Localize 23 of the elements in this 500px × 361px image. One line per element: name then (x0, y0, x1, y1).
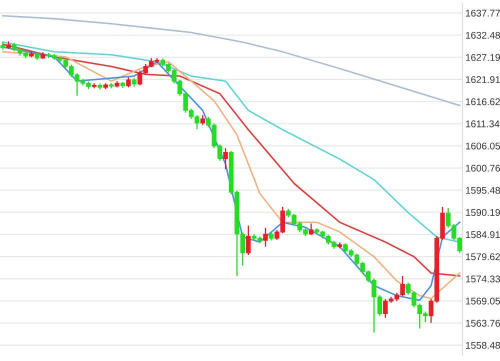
y-tick-label: 1632.48 (466, 32, 500, 39)
y-tick-label: 1590.19 (466, 209, 500, 216)
y-tick-label: 1600.76 (466, 164, 500, 172)
y-tick-label: 1563.76 (466, 320, 500, 327)
y-tick-label: 1569.05 (466, 298, 500, 305)
y-tick-label: 1616.62 (466, 98, 500, 106)
candlestick (126, 76, 131, 88)
y-tick-label: 1579.62 (466, 253, 500, 260)
y-tick-label: 1584.91 (466, 231, 500, 238)
y-tick-label: 1574.33 (466, 276, 500, 282)
y-tick-label: 1621.91 (466, 76, 500, 84)
candlestick (263, 227, 268, 248)
y-tick-label: 1627.19 (466, 54, 500, 61)
candlestick (223, 148, 228, 170)
candlestick (308, 222, 314, 236)
y-tick-label: 1558.48 (466, 342, 500, 349)
y-tick-label: 1611.34 (466, 120, 500, 128)
candlestick (200, 114, 206, 126)
candlestick (246, 225, 251, 256)
line-series (2, 14, 460, 106)
y-tick-label: 1637.77 (466, 10, 500, 17)
y-tick-label: 1606.05 (466, 142, 500, 150)
y-tick-label: 1595.48 (466, 186, 500, 194)
